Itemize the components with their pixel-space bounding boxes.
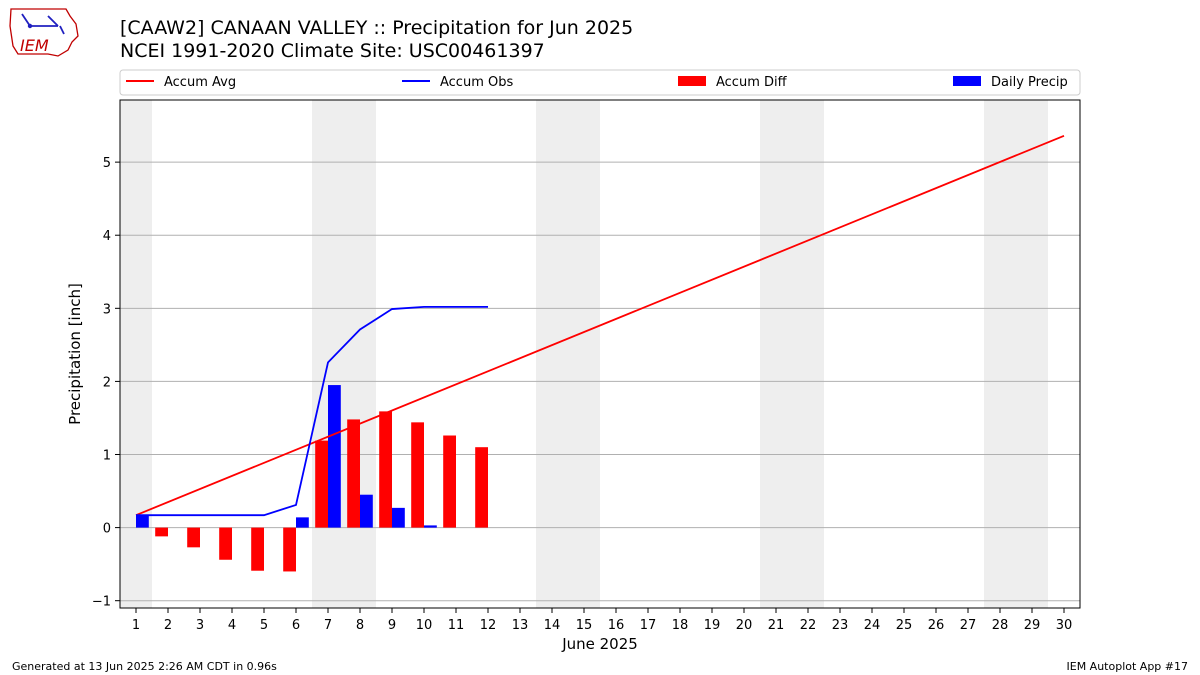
legend-swatch [953,76,981,86]
y-tick-label: −1 [92,595,111,610]
title-line-1: [CAAW2] CANAAN VALLEY :: Precipitation f… [120,17,634,39]
chart-title: [CAAW2] CANAAN VALLEY :: Precipitation f… [120,17,633,63]
weekend-band [760,100,792,608]
accum-avg-line [135,134,1065,517]
x-tick-label: 26 [928,618,945,633]
y-gridlines [120,161,1080,602]
legend-label: Daily Precip [991,75,1068,90]
x-tick-label: 17 [640,618,657,633]
x-tick-label: 1 [132,618,140,633]
accum-diff-bar [379,411,392,528]
iem-logo: IEM [9,8,79,57]
x-tick-label: 2 [164,618,172,633]
legend-accum-avg: Accum Avg [126,75,236,90]
generated-note: Generated at 13 Jun 2025 2:26 AM CDT in … [12,660,277,673]
daily-precip-bar [296,517,309,528]
x-tick-label: 18 [672,618,689,633]
x-tick-label: 20 [736,618,753,633]
x-tick-label: 9 [388,618,396,633]
daily-precip-bar [328,385,341,528]
legend-accum-diff: Accum Diff [678,75,788,90]
legend-label: Accum Diff [716,75,788,90]
weather-station-icon [21,13,65,35]
accum-diff-bar [347,419,360,528]
weekend-band [568,100,600,608]
accum-diff-bar [219,527,232,560]
legend: Accum Avg Accum Obs Accum Diff Daily Precip [119,69,1081,96]
x-tick-label: 8 [356,618,364,633]
x-tick-label: 10 [416,618,433,633]
daily-precip-bar [136,515,149,528]
x-tick-label: 5 [260,618,268,633]
x-tick-label: 24 [864,618,881,633]
weekend-band [344,100,376,608]
x-tick-label: 7 [324,618,332,633]
x-tick-label: 29 [1024,618,1041,633]
x-tick-label: 15 [576,618,593,633]
accum-diff-bar [251,527,264,571]
weekend-band [792,100,824,608]
weekend-band [536,100,568,608]
weekend-band [984,100,1016,608]
y-tick-label: 2 [103,375,111,390]
x-tick-label: 22 [800,618,817,633]
accum-diff-bar [187,527,200,548]
x-tick-label: 27 [960,618,977,633]
x-tick-label: 21 [768,618,785,633]
logo-text: IEM [20,36,49,55]
accum-diff-bar [155,527,168,537]
lines [135,134,1065,517]
x-tick-label: 23 [832,618,849,633]
x-tick-label: 3 [196,618,204,633]
accum-diff-bar [283,527,296,572]
y-tick-label: 0 [103,522,111,537]
accum-obs-line [136,305,488,517]
x-tick-label: 11 [448,618,465,633]
x-tick-label: 12 [480,618,497,633]
title-line-2: NCEI 1991-2020 Climate Site: USC00461397 [120,40,545,62]
x-tick-label: 28 [992,618,1009,633]
x-tick-label: 4 [228,618,236,633]
weekend-band [120,100,152,608]
y-tick-label: 1 [103,449,111,464]
legend-label: Accum Avg [164,75,236,90]
legend-label: Accum Obs [440,75,513,90]
legend-daily-precip: Daily Precip [953,75,1068,90]
y-axis-label: Precipitation [inch] [66,283,84,425]
x-tick-label: 19 [704,618,721,633]
weekend-band [1016,100,1048,608]
y-axis-ticks: −1 0 1 2 3 4 5 [92,156,120,610]
accum-diff-bar [315,440,328,528]
x-tick-label: 13 [512,618,529,633]
daily-precip-bar [424,525,437,528]
x-tick-label: 25 [896,618,913,633]
x-tick-label: 14 [544,618,561,633]
daily-precip-bar [360,494,373,528]
legend-frame [119,69,1081,96]
x-tick-label: 30 [1056,618,1073,633]
y-tick-label: 3 [103,302,111,317]
accum-diff-bar [443,435,456,528]
y-tick-label: 5 [103,156,111,171]
accum-diff-bar [411,422,424,528]
x-tick-label: 6 [292,618,300,633]
legend-swatch [678,76,706,86]
x-axis-label: June 2025 [561,635,638,653]
weekend-band [312,100,344,608]
plot-frame [119,99,1081,609]
x-axis-ticks: 1 2 3 4 5 6 7 8 9 10 11 12 13 14 15 16 17 18 19 20 21 22 23 24 2… [132,608,1072,633]
accum-diff-bar [475,447,488,528]
legend-accum-obs: Accum Obs [402,75,513,90]
daily-precip-bar [392,507,405,528]
x-tick-label: 16 [608,618,625,633]
app-label: IEM Autoplot App #17 [1066,660,1189,673]
bars [136,385,488,572]
y-tick-label: 4 [103,229,111,244]
